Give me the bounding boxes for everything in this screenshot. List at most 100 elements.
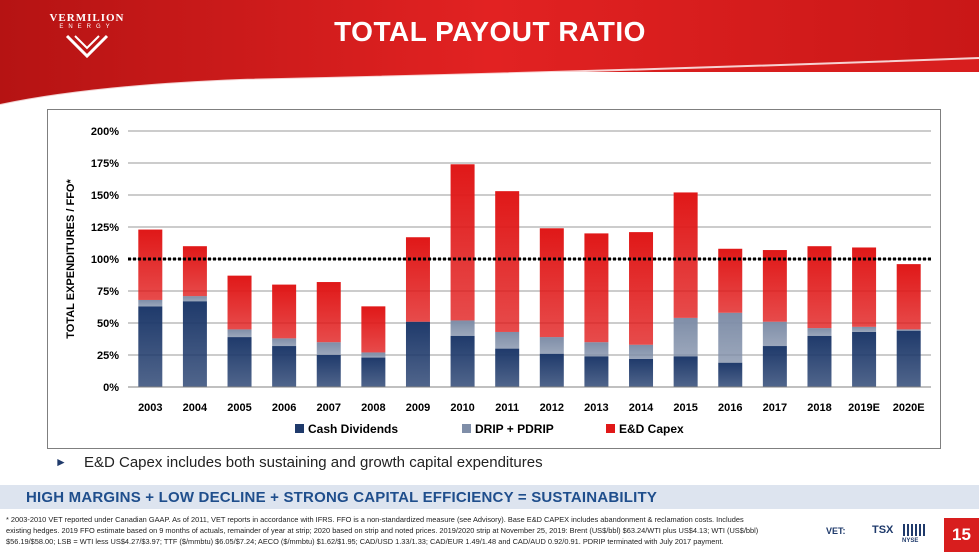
bar-drip-pdrip bbox=[762, 321, 787, 347]
bullet-arrow-icon: ► bbox=[55, 455, 67, 469]
bar-e-d-capex bbox=[762, 250, 787, 322]
x-tick-label: 2015 bbox=[673, 402, 697, 414]
x-tick-label: 2009 bbox=[406, 402, 430, 414]
footnote-line: $56.19/$58.00; LSB = WTI less US$4.27/$3… bbox=[6, 537, 724, 546]
legend-label: Cash Dividends bbox=[308, 422, 398, 436]
bar-e-d-capex bbox=[896, 264, 921, 330]
logo-mark-icon bbox=[65, 34, 109, 58]
bar-drip-pdrip bbox=[539, 337, 564, 354]
bar-cash-dividends bbox=[539, 353, 564, 387]
x-tick-label: 2006 bbox=[272, 402, 296, 414]
bar-drip-pdrip bbox=[896, 329, 921, 331]
y-axis-label: TOTAL EXPENDITURES / FFO* bbox=[65, 179, 77, 339]
bar-cash-dividends bbox=[405, 321, 430, 387]
bar-cash-dividends bbox=[361, 357, 386, 387]
bar-cash-dividends bbox=[807, 335, 832, 387]
x-tick-label: 2019E bbox=[848, 402, 880, 414]
x-tick-label: 2007 bbox=[317, 402, 341, 414]
bullet-text: E&D Capex includes both sustaining and g… bbox=[84, 454, 543, 471]
footnote: * 2003-2010 VET reported under Canadian … bbox=[6, 514, 846, 547]
bar-drip-pdrip bbox=[450, 320, 475, 336]
y-tick-label: 125% bbox=[91, 222, 119, 234]
y-tick-label: 50% bbox=[97, 318, 119, 330]
bar-drip-pdrip bbox=[852, 326, 877, 332]
x-tick-label: 2011 bbox=[495, 402, 519, 414]
bar-e-d-capex bbox=[405, 237, 430, 322]
bar-cash-dividends bbox=[629, 358, 654, 387]
legend-swatch bbox=[462, 424, 471, 433]
logo-subtitle: ENERGY bbox=[59, 24, 115, 30]
bar-e-d-capex bbox=[852, 247, 877, 327]
x-tick-label: 2016 bbox=[718, 402, 742, 414]
bar-e-d-capex bbox=[450, 164, 475, 321]
bar-cash-dividends bbox=[227, 337, 252, 387]
bar-cash-dividends bbox=[584, 356, 609, 387]
bar-e-d-capex bbox=[584, 233, 609, 343]
y-tick-label: 175% bbox=[91, 158, 119, 170]
bar-drip-pdrip bbox=[718, 312, 743, 363]
x-tick-label: 2018 bbox=[807, 402, 831, 414]
bar-e-d-capex bbox=[629, 232, 654, 345]
x-tick-label: 2020E bbox=[893, 402, 925, 414]
bar-cash-dividends bbox=[182, 301, 207, 387]
bar-e-d-capex bbox=[182, 246, 207, 297]
bar-drip-pdrip bbox=[584, 342, 609, 357]
bar-drip-pdrip bbox=[272, 338, 297, 347]
ticker-label: VET: bbox=[826, 526, 846, 536]
x-tick-label: 2003 bbox=[138, 402, 162, 414]
bar-e-d-capex bbox=[673, 192, 698, 318]
bar-cash-dividends bbox=[138, 306, 163, 387]
tagline-band bbox=[0, 485, 979, 509]
x-tick-label: 2010 bbox=[450, 402, 474, 414]
x-tick-label: 2005 bbox=[227, 402, 251, 414]
bar-cash-dividends bbox=[673, 356, 698, 387]
nyse-logo-icon bbox=[903, 524, 925, 536]
bar-drip-pdrip bbox=[138, 299, 163, 307]
bar-drip-pdrip bbox=[227, 329, 252, 338]
footnote-line: existing hedges. 2019 FFO estimate based… bbox=[6, 526, 759, 535]
bar-cash-dividends bbox=[272, 346, 297, 387]
bar-e-d-capex bbox=[361, 306, 386, 353]
page-number: 15 bbox=[944, 518, 979, 552]
y-tick-label: 200% bbox=[91, 126, 119, 138]
x-tick-label: 2014 bbox=[629, 402, 654, 414]
y-tick-label: 150% bbox=[91, 190, 119, 202]
header-decoration bbox=[0, 0, 979, 106]
legend-label: DRIP + PDRIP bbox=[475, 422, 554, 436]
x-tick-label: 2008 bbox=[361, 402, 385, 414]
bar-e-d-capex bbox=[316, 282, 341, 343]
x-tick-label: 2004 bbox=[183, 402, 208, 414]
y-tick-label: 75% bbox=[97, 286, 119, 298]
bar-e-d-capex bbox=[495, 191, 520, 332]
bar-drip-pdrip bbox=[629, 344, 654, 359]
bar-cash-dividends bbox=[495, 348, 520, 387]
footnote-line: * 2003-2010 VET reported under Canadian … bbox=[6, 515, 744, 524]
bar-e-d-capex bbox=[138, 229, 163, 300]
bar-cash-dividends bbox=[450, 335, 475, 387]
tsx-label: TSX bbox=[872, 524, 894, 536]
payout-ratio-chart: 0% 25% 50% 75% 100% 125% 150% 175% 200% TOTAL EXP… bbox=[65, 126, 931, 436]
tagline: HIGH MARGINS + LOW DECLINE + STRONG CAPI… bbox=[26, 489, 658, 506]
bar-cash-dividends bbox=[762, 346, 787, 387]
y-tick-label: 0% bbox=[103, 382, 119, 394]
bar-cash-dividends bbox=[718, 362, 743, 387]
bar-drip-pdrip bbox=[182, 296, 207, 302]
bar-drip-pdrip bbox=[316, 342, 341, 355]
bar-drip-pdrip bbox=[495, 331, 520, 349]
logo-wordmark: VERMILION bbox=[49, 12, 125, 24]
x-tick-label: 2012 bbox=[540, 402, 564, 414]
bar-cash-dividends bbox=[896, 330, 921, 387]
x-tick-label: 2017 bbox=[763, 402, 787, 414]
legend-swatch bbox=[295, 424, 304, 433]
exchange-listings: VET: TSX NYSE bbox=[826, 520, 946, 548]
bar-e-d-capex bbox=[272, 284, 297, 339]
y-tick-label: 100% bbox=[91, 254, 119, 266]
bar-drip-pdrip bbox=[673, 317, 698, 357]
bar-e-d-capex bbox=[227, 275, 252, 330]
bar-e-d-capex bbox=[539, 228, 564, 338]
bar-cash-dividends bbox=[316, 355, 341, 387]
y-tick-label: 25% bbox=[97, 350, 119, 362]
bar-drip-pdrip bbox=[807, 328, 832, 336]
x-tick-label: 2013 bbox=[584, 402, 608, 414]
slide-title: TOTAL PAYOUT RATIO bbox=[334, 16, 646, 47]
